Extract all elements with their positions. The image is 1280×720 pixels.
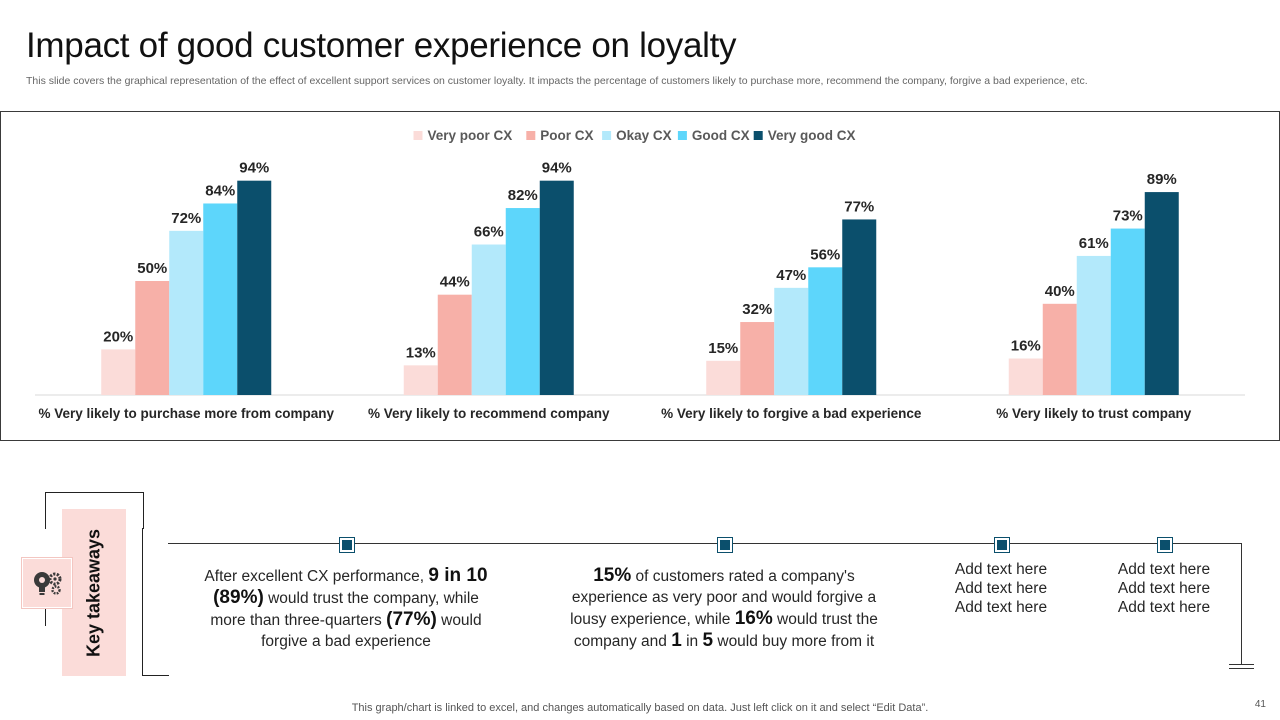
bar-okay-cx — [1076, 255, 1111, 395]
data-label: 94% — [542, 160, 572, 177]
timeline-line — [168, 543, 1242, 544]
timeline-node-2 — [717, 537, 733, 553]
bar-good-cx — [203, 203, 238, 395]
legend-label: Very poor CX — [428, 128, 513, 143]
chart-container[interactable]: 20% 50% 72% 84% 94%% Very likely to purchase… — [0, 111, 1280, 441]
placeholder-text: Add text here — [954, 599, 1048, 616]
data-label: 44% — [440, 274, 470, 291]
takeaway-4[interactable]: Add text here Add text here Add text her… — [1093, 560, 1235, 617]
legend-swatch — [602, 131, 612, 140]
data-label: 50% — [137, 260, 167, 277]
bar-very-good-cx — [842, 219, 877, 395]
legend-swatch — [753, 131, 763, 140]
data-label: 84% — [205, 182, 235, 199]
timeline-ground-1 — [1229, 664, 1254, 665]
category-label: % Very likely to recommend company — [368, 406, 610, 421]
placeholder-text: Add text here — [1117, 580, 1211, 597]
takeaway-1: After excellent CX performance, 9 in 10 … — [204, 565, 488, 650]
data-label: 72% — [171, 210, 201, 227]
bracket-connector — [45, 492, 144, 529]
data-label: 73% — [1113, 208, 1143, 225]
timeline-ground-2 — [1229, 668, 1254, 669]
timeline-node-4 — [1157, 537, 1173, 553]
bracket-connector-right — [142, 528, 169, 676]
placeholder-text: Add text here — [1117, 561, 1211, 578]
data-label: 15% — [708, 340, 738, 357]
data-label: 94% — [239, 160, 269, 177]
bar-good-cx — [808, 267, 843, 395]
bracket-connector-lower — [45, 606, 46, 626]
legend-swatch — [677, 131, 687, 140]
key-takeaways-tab — [62, 509, 126, 676]
slide-subtitle: This slide covers the graphical represen… — [26, 75, 1088, 87]
lightbulb-gears-icon — [22, 558, 72, 608]
bar-chart[interactable]: 20%50%72%84%94%% Very likely to purchase… — [1, 112, 1279, 440]
data-label: 61% — [1079, 235, 1109, 252]
bar-poor-cx — [135, 281, 170, 395]
legend-label: Poor CX — [540, 128, 593, 143]
bar-very-good-cx — [237, 180, 272, 395]
data-label: 89% — [1147, 171, 1177, 188]
legend-label: Very good CX — [768, 128, 856, 143]
data-label: 13% — [406, 344, 436, 361]
takeaway-3[interactable]: Add text here Add text here Add text her… — [930, 560, 1072, 617]
bar-okay-cx — [169, 230, 204, 395]
key-takeaways-heading: Key takeaways — [83, 528, 104, 658]
placeholder-text: Add text here — [1117, 599, 1211, 616]
bar-very-poor-cx — [101, 349, 136, 395]
bar-poor-cx — [437, 294, 472, 395]
bar-very-poor-cx — [403, 365, 438, 395]
category-label: % Very likely to trust company — [996, 406, 1192, 421]
data-label: 40% — [1045, 283, 1075, 300]
category-label: % Very likely to purchase more from comp… — [38, 406, 334, 421]
data-label: 20% — [103, 328, 133, 345]
placeholder-text: Add text here — [954, 561, 1048, 578]
footer-note: This graph/chart is linked to excel, and… — [351, 702, 929, 714]
bar-very-poor-cx — [1008, 358, 1043, 395]
timeline-end-line — [1241, 543, 1242, 665]
data-label: 82% — [508, 187, 538, 204]
bar-good-cx — [1110, 228, 1145, 395]
bar-poor-cx — [740, 322, 775, 395]
takeaway-2: 15% of customers rated a company's exper… — [570, 565, 878, 651]
data-label: 47% — [776, 267, 806, 284]
slide-title: Impact of good customer experience on lo… — [26, 26, 737, 65]
bar-very-good-cx — [539, 180, 574, 395]
data-label: 56% — [810, 246, 840, 263]
data-label: 77% — [844, 198, 874, 215]
bar-good-cx — [505, 208, 540, 395]
page-number: 41 — [1254, 699, 1266, 710]
placeholder-text: Add text here — [954, 580, 1048, 597]
data-label: 32% — [742, 301, 772, 318]
timeline-node-1 — [339, 537, 355, 553]
legend-label: Good CX — [692, 128, 750, 143]
bar-okay-cx — [471, 244, 506, 395]
bar-very-poor-cx — [706, 360, 741, 395]
bar-very-good-cx — [1144, 192, 1179, 395]
legend-swatch — [413, 131, 423, 140]
bar-okay-cx — [774, 287, 809, 395]
legend-swatch — [526, 131, 536, 140]
bar-poor-cx — [1042, 303, 1077, 395]
timeline-node-3 — [994, 537, 1010, 553]
category-label: % Very likely to forgive a bad experienc… — [661, 406, 922, 421]
legend-label: Okay CX — [616, 128, 672, 143]
data-label: 16% — [1011, 338, 1041, 355]
data-label: 66% — [474, 224, 504, 241]
